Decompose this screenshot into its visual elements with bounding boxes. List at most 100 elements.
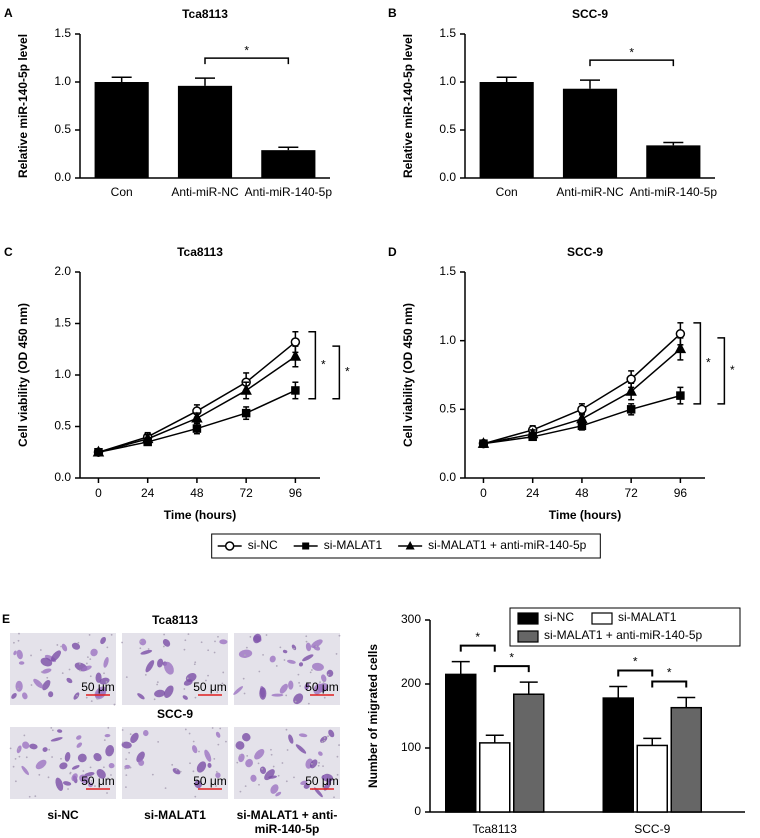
pore [89, 766, 92, 769]
pore [207, 674, 209, 677]
micrograph-bg [122, 633, 228, 705]
pore [225, 740, 227, 743]
column-label: si-NC [47, 808, 79, 822]
pore [277, 774, 280, 777]
pore [156, 681, 159, 684]
pore [46, 676, 49, 679]
cell [245, 758, 253, 768]
marker [477, 437, 490, 448]
y-tick-label: 0.5 [439, 402, 456, 416]
x-tick-label: 0 [480, 486, 487, 500]
pore [283, 659, 286, 661]
cell [90, 648, 98, 657]
cell [304, 683, 310, 690]
pore [313, 688, 315, 691]
significance-bracket [617, 669, 654, 677]
pore [175, 768, 178, 771]
pore [194, 696, 197, 699]
cell [318, 751, 323, 756]
cell [219, 639, 228, 645]
cell [319, 686, 327, 693]
pore [318, 761, 320, 764]
y-tick-label: 1.0 [439, 333, 456, 347]
scale-bar-label: 50 μm [193, 774, 227, 788]
cell [42, 747, 48, 752]
legend-marker [302, 542, 310, 550]
pore [76, 694, 78, 697]
x-tick-label: Anti-miR-NC [556, 185, 624, 199]
pore [69, 771, 72, 774]
pore [327, 673, 330, 676]
pore [40, 671, 43, 673]
cell [93, 753, 102, 762]
pore [96, 698, 99, 700]
pore [323, 739, 326, 742]
pore [110, 633, 113, 636]
y-tick-label: 0.5 [54, 419, 71, 433]
cell [288, 734, 294, 744]
cell [130, 732, 139, 744]
x-tick-label: Anti-miR-140-5p [245, 185, 333, 199]
pore [102, 766, 105, 769]
pore [189, 762, 191, 765]
pore [153, 698, 156, 701]
pore [213, 757, 216, 760]
micrograph-bg [234, 633, 340, 705]
pore [186, 677, 189, 680]
pore [315, 645, 318, 648]
panel-letter: B [388, 6, 397, 20]
cell [250, 774, 257, 782]
pore [216, 691, 219, 694]
pore [338, 744, 340, 746]
marker [626, 405, 636, 414]
pore [200, 641, 203, 644]
cell [15, 680, 23, 692]
pore [192, 770, 195, 773]
x-tick-label: Anti-miR-140-5p [630, 185, 718, 199]
cell [323, 774, 328, 781]
pore [164, 787, 167, 790]
y-tick-label: 1.0 [54, 367, 71, 381]
y-tick-label: 1.5 [439, 264, 456, 278]
legend-swatch [517, 612, 539, 625]
bar [646, 145, 701, 178]
pore [171, 763, 174, 766]
pore [184, 639, 187, 642]
x-tick-label: 72 [239, 486, 253, 500]
cell [88, 782, 93, 788]
cell [183, 679, 193, 686]
significance-bracket [308, 330, 317, 400]
cell [59, 762, 68, 770]
pore [25, 756, 28, 759]
micrograph: 50 μm [233, 633, 341, 705]
legend-label: si-MALAT1 [324, 538, 383, 552]
cell [314, 787, 323, 798]
pore [194, 661, 197, 664]
pore [90, 700, 93, 702]
pore [242, 677, 245, 680]
cell [40, 657, 53, 667]
cell [61, 643, 68, 652]
pore [14, 780, 17, 783]
cell [286, 659, 296, 664]
significance-bracket [651, 680, 688, 688]
pore [110, 774, 112, 776]
legend-swatch [517, 630, 539, 643]
pore [285, 780, 288, 783]
pore [157, 740, 160, 743]
y-tick-label: 1.0 [439, 74, 456, 88]
cell [282, 649, 288, 654]
pore [310, 762, 313, 765]
significance-label: * [345, 365, 350, 379]
pore [205, 679, 207, 682]
pore [219, 727, 222, 730]
cell [71, 773, 78, 782]
bar [261, 150, 316, 178]
pore [211, 727, 214, 729]
y-tick-label: 0.5 [439, 122, 456, 136]
pore [261, 768, 263, 770]
legend-symbol [302, 542, 310, 550]
cell [108, 762, 115, 769]
legend-label: si-MALAT1 + anti-miR-140-5p [428, 538, 586, 552]
cell [154, 689, 166, 698]
